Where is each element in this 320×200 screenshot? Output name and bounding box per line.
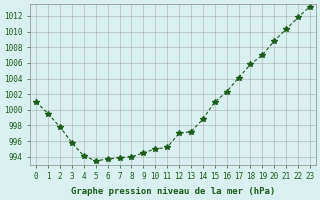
X-axis label: Graphe pression niveau de la mer (hPa): Graphe pression niveau de la mer (hPa) (71, 187, 275, 196)
